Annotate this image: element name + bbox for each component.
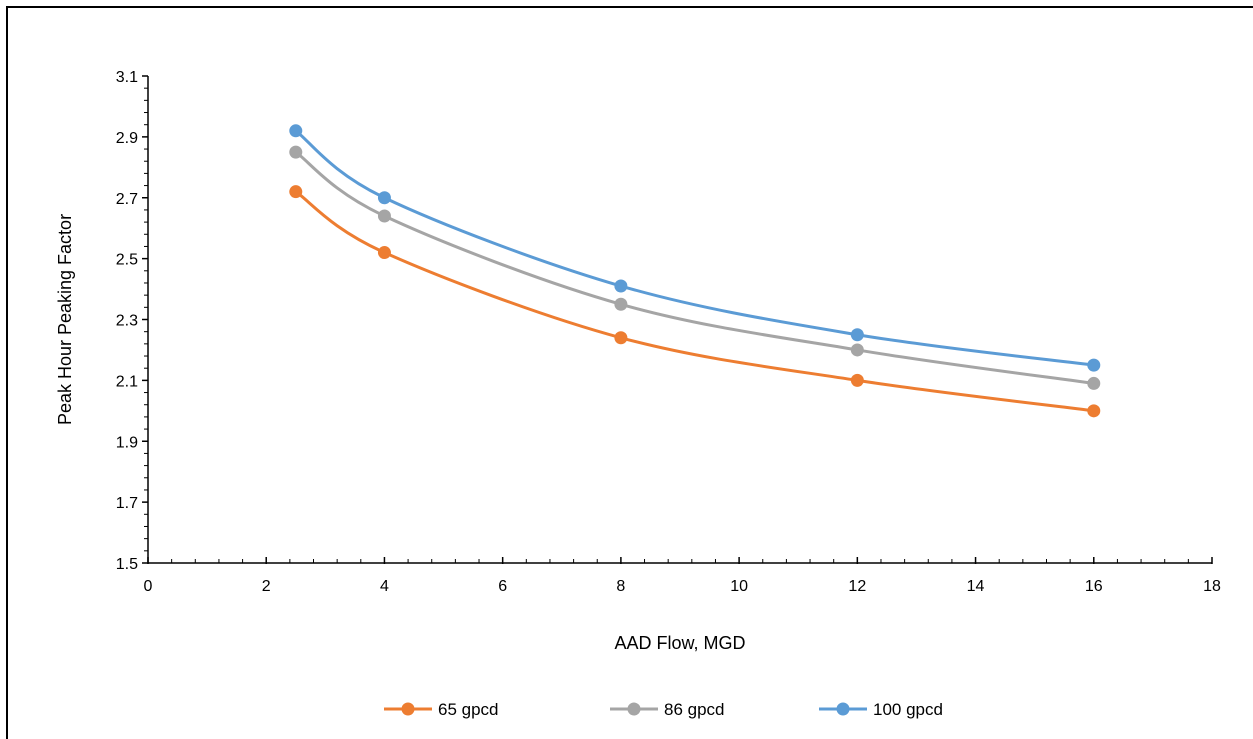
x-tick-label: 12 [848,578,866,595]
x-tick-label: 2 [262,578,271,595]
series-line [294,129,1094,367]
data-point [614,331,628,345]
x-axis-ticks: 0 2 4 6 8 10 12 14 16 18 [144,557,1221,595]
x-tick-label: 0 [144,578,153,595]
y-tick-label: 1.7 [116,495,138,512]
series-layer [289,124,1101,418]
chart-area: 1.5 1.7 1.9 2.1 2.3 2.5 2.7 2.9 3.1 0 2 4 6 8 10 12 14 1… [6,6,1253,739]
data-point [850,373,864,387]
legend-label: 86 gpcd [664,700,725,719]
x-tick-label: 10 [730,578,748,595]
y-tick-label: 1.9 [116,434,138,451]
data-point [1087,376,1101,390]
y-axis-title: Peak Hour Peaking Factor [55,214,75,425]
y-tick-label: 2.5 [116,252,138,269]
legend-item: 100 gpcd [819,700,943,719]
x-axis-title: AAD Flow, MGD [614,633,745,653]
data-point [289,185,303,199]
x-tick-label: 18 [1203,578,1221,595]
data-point [377,191,391,205]
x-tick-label: 6 [498,578,507,595]
data-point [850,328,864,342]
data-point [1087,358,1101,372]
line-chart: 1.5 1.7 1.9 2.1 2.3 2.5 2.7 2.9 3.1 0 2 4 6 8 10 12 14 1… [55,69,1221,719]
legend-item: 86 gpcd [610,700,725,719]
series-line [294,150,1094,385]
x-tick-label: 14 [967,578,985,595]
y-tick-label: 2.9 [116,130,138,147]
data-point [614,279,628,293]
legend-label: 65 gpcd [438,700,499,719]
data-point [377,246,391,260]
y-tick-label: 2.7 [116,191,138,208]
x-tick-label: 4 [380,578,389,595]
series-1 [289,145,1101,390]
data-point [289,124,303,138]
data-point [377,209,391,223]
legend-marker [627,702,641,716]
series-0 [289,185,1101,418]
legend-label: 100 gpcd [873,700,943,719]
legend-item: 65 gpcd [384,700,499,719]
data-point [289,145,303,159]
data-point [614,297,628,311]
series-line [294,190,1094,413]
x-tick-label: 8 [616,578,625,595]
legend-marker [836,702,850,716]
x-tick-label: 16 [1085,578,1103,595]
legend-marker [401,702,415,716]
y-tick-label: 2.3 [116,313,138,330]
y-tick-label: 3.1 [116,69,138,86]
axes: 1.5 1.7 1.9 2.1 2.3 2.5 2.7 2.9 3.1 0 2 4 6 8 10 12 14 1… [116,69,1221,595]
y-tick-label: 1.5 [116,556,138,573]
data-point [1087,404,1101,418]
y-tick-label: 2.1 [116,373,138,390]
series-2 [289,124,1101,372]
legend: 65 gpcd 86 gpcd 100 gpcd [384,700,943,719]
data-point [850,343,864,357]
y-axis-ticks: 1.5 1.7 1.9 2.1 2.3 2.5 2.7 2.9 3.1 [116,69,148,573]
